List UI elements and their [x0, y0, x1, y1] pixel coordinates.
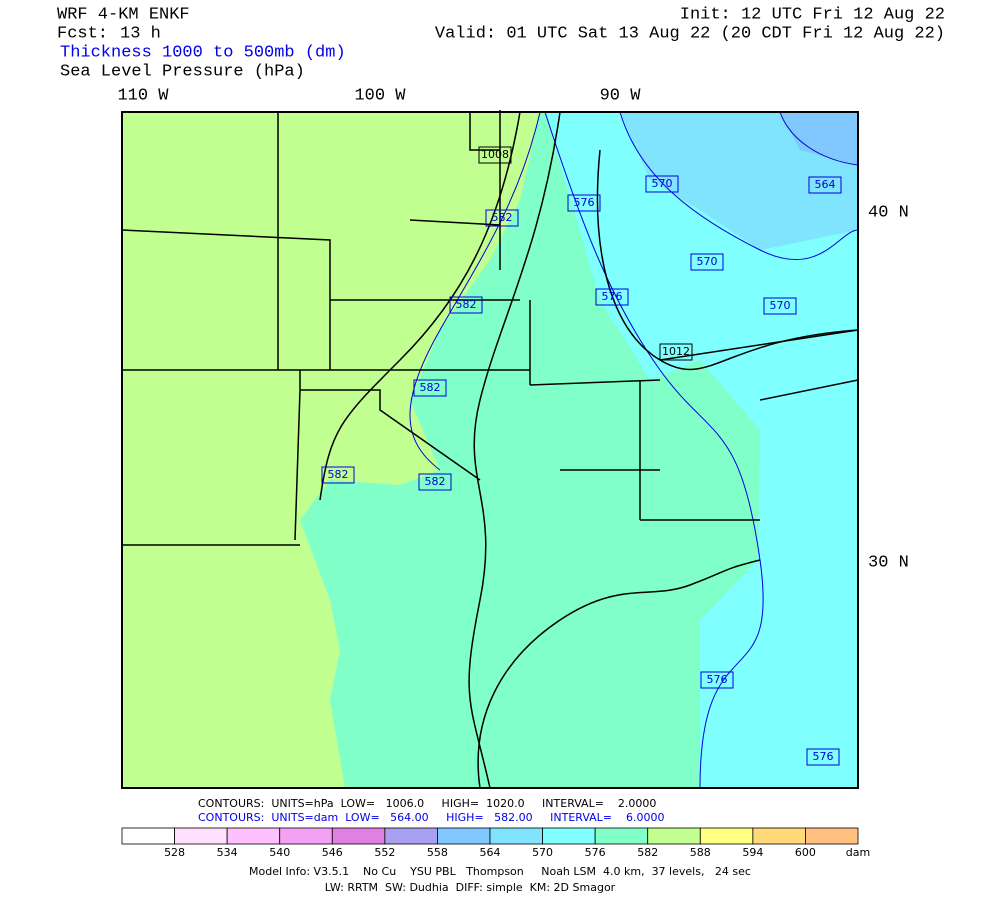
contour-label: 1012 — [662, 345, 690, 358]
colorbar-swatch — [174, 827, 228, 845]
contour-label-box — [567, 194, 601, 212]
colorbar-label: 540 — [269, 846, 290, 859]
contour-label: 564 — [815, 178, 836, 191]
colorbar-label: 576 — [585, 846, 606, 859]
thickness-contour — [409, 111, 541, 471]
colorbar-label: 552 — [374, 846, 395, 859]
colorbar-label: 588 — [690, 846, 711, 859]
contour-label-box — [645, 175, 679, 193]
lat-label: 40 N — [868, 203, 909, 222]
colorbar-label: 546 — [322, 846, 343, 859]
colorbar-swatch — [594, 827, 649, 845]
contour-label: 570 — [652, 177, 673, 190]
contour-label: 576 — [813, 750, 834, 763]
thickness-contour — [544, 111, 764, 789]
lon-label: 100 W — [354, 86, 406, 105]
forecast-hour: 13 h — [120, 24, 161, 43]
contour-label-box — [763, 297, 797, 315]
contour-label-box — [478, 146, 512, 164]
contour-label: 570 — [770, 299, 791, 312]
valid-time: Valid: 01 UTC Sat 13 Aug 22 (20 CDT Fri … — [435, 24, 945, 43]
border-line — [468, 111, 561, 789]
lon-label: 110 W — [117, 86, 169, 105]
colorbar-label: 600 — [795, 846, 816, 859]
colorbar-label: 528 — [164, 846, 185, 859]
colorbar-swatch — [647, 827, 701, 845]
contour-label: 576 — [602, 290, 623, 303]
forecast-label: Fcst: — [57, 24, 108, 43]
region-564 — [780, 112, 858, 165]
model-name: WRF 4-KM ENKF — [57, 5, 190, 24]
contour-label-box — [485, 209, 519, 227]
colorbar-swatch — [226, 827, 281, 845]
contour-label: 570 — [697, 255, 718, 268]
map: 1008 582 576 570 564 582 570 576 570 1012 582 582 58… — [121, 110, 859, 789]
colorbar-swatch — [279, 827, 333, 845]
contour-label: 582 — [328, 468, 349, 481]
contour-label-box — [700, 671, 734, 689]
thickness-contour — [619, 111, 859, 261]
field-slp: Sea Level Pressure (hPa) — [60, 62, 305, 81]
contours-thk: CONTOURS: UNITS=dam LOW= 564.00 HIGH= 58… — [198, 811, 665, 824]
colorbar-swatch — [489, 827, 543, 845]
contours-slp: CONTOURS: UNITS=hPa LOW= 1006.0 HIGH= 10… — [198, 797, 656, 810]
contour-label-box — [321, 466, 355, 484]
colorbar-label: 594 — [742, 846, 763, 859]
contour-label-box — [659, 343, 693, 361]
border-line — [469, 112, 500, 151]
colorbar-swatch — [121, 827, 175, 845]
colorbar-swatch — [542, 827, 596, 845]
contour-label: 582 — [420, 381, 441, 394]
field-thickness: Thickness 1000 to 500mb (dm) — [60, 43, 346, 62]
region-576 — [545, 112, 858, 788]
colorbar-label: 582 — [637, 846, 658, 859]
contour-label: 582 — [456, 298, 477, 311]
init-time: Init: 12 UTC Fri 12 Aug 22 — [680, 5, 945, 24]
contour-label-box — [690, 253, 724, 271]
colorbar-swatch — [384, 827, 438, 845]
colorbar-swatch — [331, 827, 386, 845]
colorbar-swatch — [699, 827, 754, 845]
contour-label: 582 — [492, 211, 513, 224]
physics-info: LW: RRTM SW: Dudhia DIFF: simple KM: 2D … — [325, 881, 616, 894]
border-line — [121, 110, 859, 546]
contour-label-box — [595, 288, 629, 306]
colorbar-swatch — [805, 827, 859, 845]
border-line — [319, 111, 521, 501]
contour-label-box — [806, 748, 840, 766]
colorbar-label: 564 — [480, 846, 501, 859]
contour-label-box — [449, 296, 483, 314]
colorbar-label: 534 — [217, 846, 238, 859]
contour-label: 1008 — [481, 148, 509, 161]
thickness-contour — [779, 111, 859, 166]
lat-label: 30 N — [868, 553, 909, 572]
border-line — [477, 559, 761, 789]
map-frame — [121, 111, 859, 789]
contour-label-box — [418, 473, 452, 491]
contour-label: 576 — [574, 196, 595, 209]
colorbar-unit: dam — [846, 846, 870, 859]
contour-label-box — [413, 379, 447, 397]
colorbar-label: 570 — [532, 846, 553, 859]
lon-label: 90 W — [600, 86, 642, 105]
colorbar-swatch — [752, 827, 806, 845]
colorbar-label: 558 — [427, 846, 448, 859]
contour-label: 576 — [707, 673, 728, 686]
colorbar-swatch — [437, 827, 491, 845]
model-info: Model Info: V3.5.1 No Cu YSU PBL Thompso… — [249, 865, 751, 878]
contour-label: 582 — [425, 475, 446, 488]
contour-label-box — [808, 176, 842, 194]
